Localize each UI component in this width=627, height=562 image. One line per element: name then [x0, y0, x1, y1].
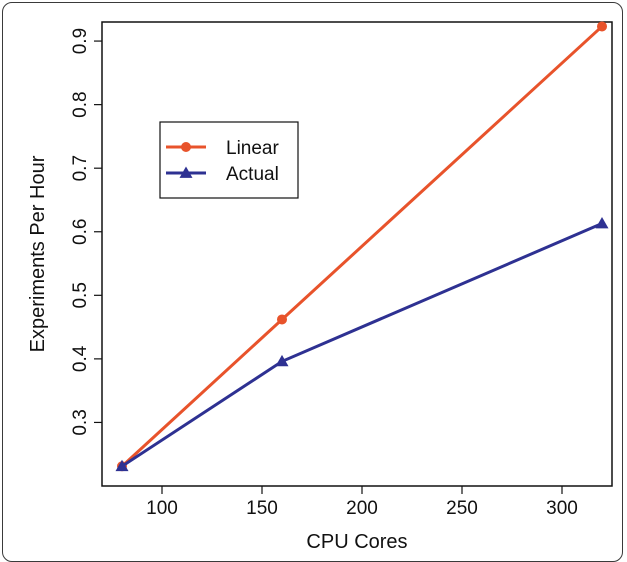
x-axis-label: CPU Cores — [306, 531, 407, 552]
series-linear — [117, 21, 607, 472]
series-actual — [115, 216, 609, 472]
legend-label: Linear — [226, 138, 279, 159]
data-point — [275, 354, 289, 367]
y-tick-label: 0.5 — [70, 282, 91, 308]
y-tick-label: 0.9 — [70, 28, 91, 54]
x-tick-label: 100 — [146, 498, 178, 519]
y-tick-label: 0.4 — [70, 345, 91, 372]
x-tick-label: 300 — [546, 498, 578, 519]
data-point — [595, 216, 609, 229]
legend-entry-linear: Linear — [166, 138, 279, 159]
x-tick-label: 250 — [446, 498, 478, 519]
data-point — [115, 459, 129, 472]
x-tick-label: 150 — [246, 498, 278, 519]
y-axis: 0.3 0.4 0.5 0.6 0.7 0.8 0.9 — [70, 28, 102, 436]
series-layer — [115, 21, 609, 472]
legend: Linear Actual — [159, 121, 299, 199]
legend-marker — [181, 142, 191, 152]
legend-label: Actual — [226, 164, 279, 185]
series-line — [121, 222, 603, 468]
plot-area — [101, 21, 613, 487]
x-tick-label: 200 — [346, 498, 378, 519]
legend-marker — [179, 166, 193, 178]
data-point — [597, 21, 607, 32]
data-point — [277, 314, 287, 325]
y-tick-label: 0.6 — [70, 219, 91, 245]
y-tick-label: 0.8 — [70, 91, 91, 117]
y-tick-label: 0.7 — [70, 155, 91, 181]
legend-box — [159, 121, 299, 199]
x-axis: 100 150 200 250 300 — [146, 486, 578, 519]
series-line — [120, 25, 604, 468]
y-tick-label: 0.3 — [70, 409, 91, 435]
y-axis-label: Experiments Per Hour — [27, 155, 49, 352]
legend-entry-actual: Actual — [166, 164, 279, 185]
